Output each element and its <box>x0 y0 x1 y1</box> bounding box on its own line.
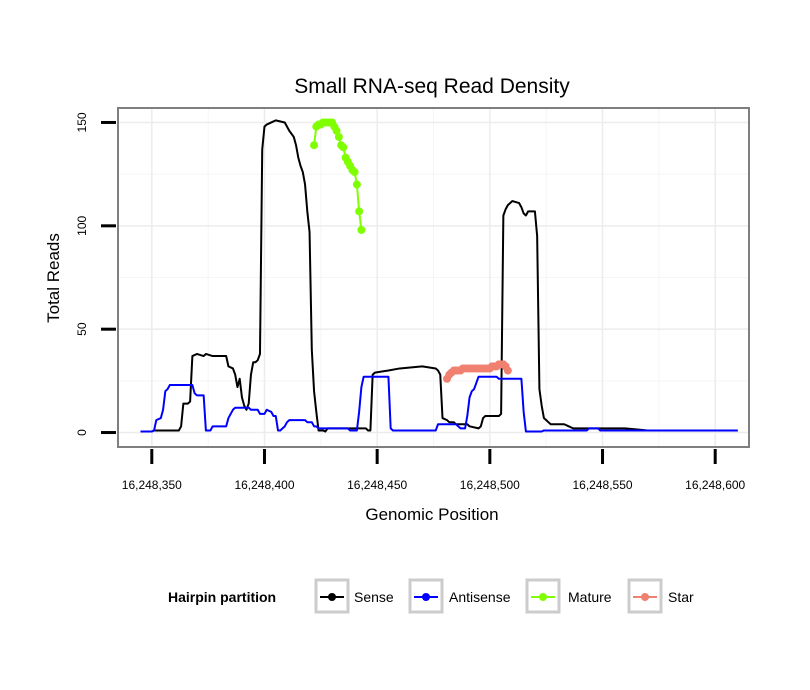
data-point-mature <box>357 225 366 234</box>
chart-title: Small RNA-seq Read Density <box>294 75 570 98</box>
legend-title: Hairpin partition <box>168 589 276 605</box>
legend-entry-sense: Sense <box>314 578 394 614</box>
data-point-mature <box>310 141 319 150</box>
data-point-mature <box>350 168 359 177</box>
data-point-mature <box>332 126 341 135</box>
y-tick-label: 0 <box>75 429 89 436</box>
x-tick-label: 16,248,450 <box>347 478 407 492</box>
x-axis-title: Genomic Position <box>365 505 498 524</box>
x-tick-label: 16,248,600 <box>685 478 745 492</box>
plot-panel <box>117 107 750 448</box>
data-point-mature <box>355 207 364 216</box>
legend-entry-antisense: Antisense <box>408 578 511 614</box>
legend-key-point-antisense <box>422 593 430 601</box>
data-point-mature <box>334 132 343 141</box>
legend: Hairpin partition Sense Antisense Mature St… <box>168 578 694 614</box>
legend-entry-mature: Mature <box>525 578 612 614</box>
y-tick-label: 100 <box>75 215 89 235</box>
legend-label-sense: Sense <box>354 589 394 605</box>
x-tick-label: 16,248,500 <box>460 478 520 492</box>
legend-entry-star: Star <box>627 578 694 614</box>
legend-key-point-star <box>641 593 649 601</box>
y-tick-label: 50 <box>75 322 89 336</box>
y-axis-title: Total Reads <box>44 233 63 323</box>
x-tick-label: 16,248,350 <box>122 478 182 492</box>
series-antisense <box>140 375 738 433</box>
legend-key-point-mature <box>539 593 547 601</box>
series-line-antisense <box>140 375 738 433</box>
y-axis: 0 50 100 150 <box>75 112 116 436</box>
legend-label-mature: Mature <box>568 589 612 605</box>
y-tick-label: 150 <box>75 112 89 132</box>
legend-key-point-sense <box>328 593 336 601</box>
legend-label-star: Star <box>668 589 694 605</box>
grid-lines <box>119 109 748 446</box>
x-tick-label: 16,248,550 <box>572 478 632 492</box>
data-point-star <box>503 366 512 375</box>
series-mature <box>310 118 366 234</box>
series-layer <box>140 118 738 433</box>
data-point-mature <box>352 180 361 189</box>
data-point-mature <box>339 143 348 152</box>
x-axis: 16,248,350 16,248,400 16,248,450 16,248,500… <box>122 449 746 492</box>
series-star <box>443 360 512 383</box>
legend-label-antisense: Antisense <box>449 589 511 605</box>
x-tick-label: 16,248,400 <box>234 478 294 492</box>
